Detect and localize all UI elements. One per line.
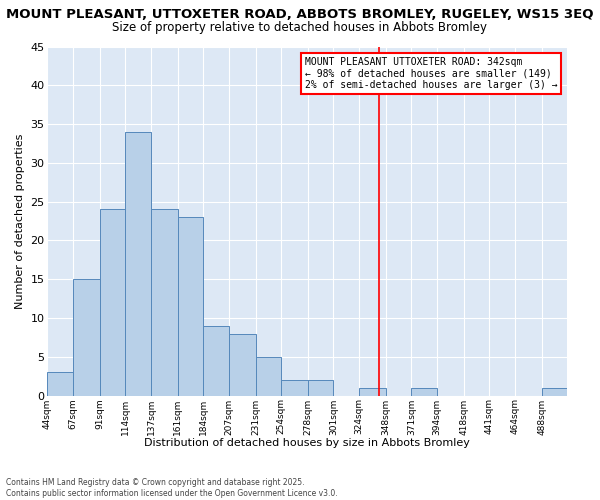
Text: MOUNT PLEASANT, UTTOXETER ROAD, ABBOTS BROMLEY, RUGELEY, WS15 3EQ: MOUNT PLEASANT, UTTOXETER ROAD, ABBOTS B… xyxy=(6,8,594,20)
Bar xyxy=(359,388,386,396)
Text: Size of property relative to detached houses in Abbots Bromley: Size of property relative to detached ho… xyxy=(113,21,487,34)
Bar xyxy=(178,217,203,396)
Bar xyxy=(73,279,100,396)
Text: MOUNT PLEASANT UTTOXETER ROAD: 342sqm
← 98% of detached houses are smaller (149): MOUNT PLEASANT UTTOXETER ROAD: 342sqm ← … xyxy=(305,57,557,90)
Bar xyxy=(151,210,178,396)
Bar xyxy=(203,326,229,396)
Bar xyxy=(100,210,125,396)
Bar xyxy=(256,357,281,396)
Bar xyxy=(281,380,308,396)
Y-axis label: Number of detached properties: Number of detached properties xyxy=(15,134,25,308)
Bar xyxy=(308,380,334,396)
Bar xyxy=(47,372,73,396)
Bar xyxy=(125,132,151,396)
Bar xyxy=(229,334,256,396)
Bar xyxy=(542,388,567,396)
Bar xyxy=(412,388,437,396)
X-axis label: Distribution of detached houses by size in Abbots Bromley: Distribution of detached houses by size … xyxy=(145,438,470,448)
Text: Contains HM Land Registry data © Crown copyright and database right 2025.
Contai: Contains HM Land Registry data © Crown c… xyxy=(6,478,338,498)
